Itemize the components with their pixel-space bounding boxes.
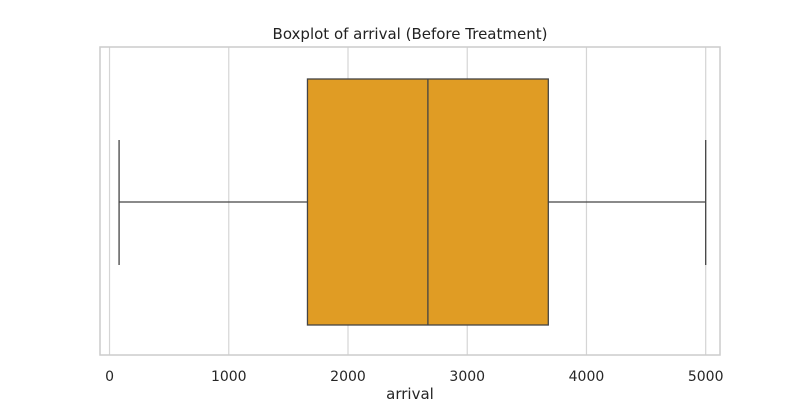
chart-title: Boxplot of arrival (Before Treatment) [273,25,548,43]
boxplot [118,78,707,326]
x-tick-labels: 0 1000 2000 3000 4000 5000 [105,369,723,385]
x-axis-label: arrival [386,385,434,400]
x-tick-label-3000: 3000 [449,369,485,385]
x-tick-label-5000: 5000 [688,369,724,385]
x-tick-label-1000: 1000 [211,369,247,385]
plot-frame [99,46,721,356]
x-tick-label-4000: 4000 [569,369,605,385]
x-tick-label-0: 0 [105,369,114,385]
x-tick-label-2000: 2000 [330,369,366,385]
